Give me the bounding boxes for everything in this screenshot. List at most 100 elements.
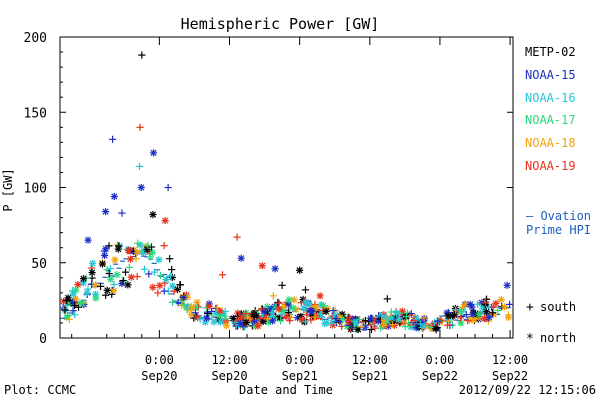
data-point (466, 300, 474, 308)
highlight-point (84, 236, 92, 244)
legend-entry-noaa-19: NOAA-19 (525, 159, 576, 173)
data-point (328, 319, 336, 327)
highlight-point (161, 217, 169, 225)
data-point (216, 307, 224, 315)
data-point (145, 270, 153, 278)
data-point (282, 313, 290, 321)
ovation-legend: — Ovation Prime HPI (526, 209, 591, 237)
data-point (168, 282, 177, 290)
data-point (105, 242, 113, 250)
data-point (311, 313, 319, 321)
data-point (357, 323, 365, 331)
data-point (285, 296, 293, 304)
x-tick-date-label: Sep20 (211, 369, 247, 383)
data-point (277, 317, 285, 325)
highlight-point (296, 266, 304, 274)
data-point (92, 294, 100, 302)
marker-legend-north-symbol: * (526, 332, 534, 347)
highlight-point (233, 233, 241, 241)
data-point (250, 312, 259, 321)
data-point (119, 276, 127, 285)
data-point (462, 310, 470, 319)
highlight-point (258, 262, 266, 270)
data-point (401, 323, 409, 331)
data-point (371, 324, 379, 332)
data-point (480, 314, 488, 323)
data-point (170, 287, 178, 295)
data-point (74, 303, 83, 311)
data-point (275, 305, 283, 313)
data-point (213, 304, 221, 312)
data-point (432, 325, 440, 333)
data-point (489, 309, 497, 317)
data-point (307, 316, 315, 324)
data-point (500, 303, 509, 311)
data-point (100, 251, 109, 260)
y-tick-label: 0 (39, 332, 47, 347)
data-point (286, 317, 294, 325)
data-point (256, 315, 264, 323)
x-tick-date-label: Sep22 (422, 369, 458, 383)
data-point (168, 273, 176, 282)
data-point (236, 319, 244, 328)
data-point (410, 317, 418, 325)
highlight-point (110, 192, 118, 201)
data-point (154, 289, 162, 297)
x-axis: 0:00 Sep20 12:00 Sep20 0:00 Sep21 12:00 Sep21 0:… (71, 37, 528, 383)
x-tick-time-label: 12:00 (211, 353, 247, 367)
data-point (210, 318, 218, 326)
legend-entry-metp-02: METP-02 (525, 45, 576, 59)
data-point (102, 245, 110, 253)
highlight-point (271, 265, 279, 273)
highlight-point (149, 210, 157, 219)
data-point (89, 259, 97, 268)
data-point (443, 309, 451, 317)
data-point (301, 318, 309, 326)
data-point (69, 307, 77, 315)
data-point (434, 317, 442, 325)
data-point (107, 275, 115, 283)
data-point (63, 296, 71, 304)
data-point (308, 307, 316, 315)
marker-legend-north-label: north (540, 331, 576, 345)
data-point (445, 317, 453, 325)
highlight-point (134, 239, 142, 247)
y-tick-label: 100 (24, 182, 47, 197)
legend-entry-noaa-16: NOAA-16 (525, 91, 576, 105)
data-point (140, 265, 149, 273)
highlight-point (278, 281, 286, 289)
chart-title: Hemispheric Power [GW] (181, 15, 380, 33)
highlight-point (138, 51, 146, 59)
marker-legend-south-label: south (540, 300, 576, 314)
data-point (242, 318, 250, 326)
data-point (79, 275, 88, 283)
data-point (78, 298, 86, 307)
data-point (464, 317, 472, 325)
data-point (126, 255, 135, 263)
data-point (321, 320, 329, 328)
data-point (144, 241, 152, 249)
data-point (420, 314, 428, 322)
data-point (216, 318, 225, 326)
data-point (91, 281, 99, 289)
data-point (110, 280, 118, 289)
data-point (156, 271, 165, 280)
data-point (289, 304, 297, 312)
highlight-point (118, 209, 126, 217)
data-point (127, 273, 135, 281)
data-point (402, 312, 411, 321)
data-point (481, 298, 490, 307)
y-axis: 0 50 100 150 200 (24, 31, 513, 347)
data-point (180, 293, 188, 302)
data-point (143, 245, 151, 254)
data-point (96, 282, 105, 290)
data-point (504, 313, 513, 321)
data-point (416, 320, 424, 328)
data-point (312, 304, 320, 312)
data-point (407, 322, 415, 330)
plot-frame (59, 36, 514, 339)
data-point (485, 313, 493, 321)
y-tick-label: 150 (24, 106, 47, 121)
data-point (196, 315, 204, 323)
data-point (470, 315, 479, 323)
